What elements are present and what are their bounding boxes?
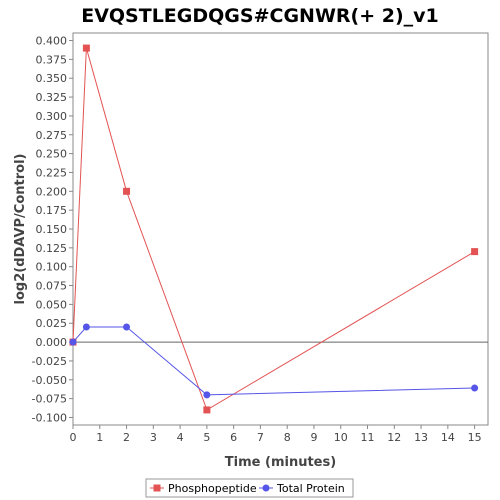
y-tick-label: 0.050 [36,298,68,311]
y-tick-label: 0.025 [36,317,68,330]
chart-title: EVQSTLEGDQGS#CGNWR(+ 2)_v1 [81,5,439,27]
data-point [82,44,90,52]
y-tick-label: 0.275 [36,129,68,142]
data-point [471,384,479,392]
x-tick-label: 13 [414,431,428,444]
x-tick-label: 15 [468,431,482,444]
legend: Phosphopeptide Total Protein [145,478,354,498]
y-tick-label: 0.225 [36,166,68,179]
y-tick-label: 0.350 [36,72,68,85]
series-layer [69,44,479,414]
x-tick-label: 6 [230,431,237,444]
y-tick-label: 0.200 [36,185,68,198]
y-tick-label: 0.375 [36,53,68,66]
y-tick-label: 0.175 [36,204,68,217]
y-tick-label: -0.075 [32,393,67,406]
x-tick-label: 3 [150,431,157,444]
y-tick-label: 0.325 [36,91,68,104]
x-tick-label: 11 [361,431,375,444]
x-axis-title: Time (minutes) [225,455,336,470]
x-tick-label: 14 [441,431,455,444]
data-point [69,338,77,346]
y-tick-label: -0.100 [32,411,67,424]
data-point [123,187,131,195]
y-tick-label: 0.300 [36,110,68,123]
legend-label: Phosphopeptide [168,482,257,495]
legend-box [145,478,354,498]
x-tick-label: 7 [257,431,264,444]
x-tick-label: 2 [123,431,130,444]
y-axis: -0.100 -0.075 -0.050 -0.025 0.000 0.025 0.050 0… [32,35,73,424]
y-axis-title: log2(dDAVP/Control) [13,154,28,305]
y-tick-label: 0.100 [36,261,68,274]
legend-swatch-circle [262,484,270,492]
x-tick-label: 5 [203,431,210,444]
y-tick-label: 0.400 [36,35,68,48]
legend-label: Total Protein [276,482,345,495]
y-tick-label: 0.150 [36,223,68,236]
y-tick-label: -0.050 [32,374,67,387]
x-tick-label: 8 [284,431,291,444]
y-tick-label: 0.075 [36,280,68,293]
data-point [123,323,131,331]
data-point [203,406,211,414]
x-tick-label: 1 [96,431,103,444]
y-tick-label: 0.000 [36,336,68,349]
y-tick-label: -0.025 [32,355,67,368]
x-tick-label: 0 [70,431,77,444]
data-point [471,248,479,256]
x-tick-label: 9 [310,431,317,444]
x-tick-label: 4 [177,431,184,444]
x-axis: 0 1 2 3 4 5 6 7 8 9 10 11 12 13 14 15 [70,425,482,444]
plot-area [72,32,489,426]
y-tick-label: 0.250 [36,148,68,161]
x-tick-label: 10 [334,431,348,444]
data-point [82,323,90,331]
legend-swatch-square [153,484,161,492]
y-tick-label: 0.125 [36,242,68,255]
data-point [203,391,211,399]
x-tick-label: 12 [387,431,401,444]
